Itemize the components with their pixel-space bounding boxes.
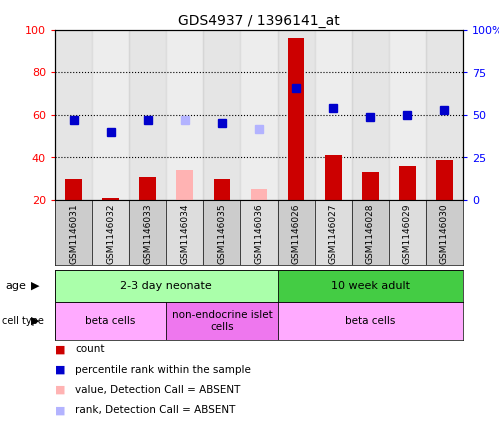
Bar bbox=[204, 200, 241, 265]
Bar bbox=[129, 30, 166, 200]
Bar bbox=[241, 200, 277, 265]
Text: GSM1146035: GSM1146035 bbox=[218, 203, 227, 264]
Bar bbox=[166, 30, 204, 200]
Text: GSM1146031: GSM1146031 bbox=[69, 203, 78, 264]
Text: GSM1146030: GSM1146030 bbox=[440, 203, 449, 264]
Text: GSM1146036: GSM1146036 bbox=[254, 203, 263, 264]
Text: 2-3 day neonate: 2-3 day neonate bbox=[120, 281, 212, 291]
Text: age: age bbox=[5, 281, 26, 291]
Text: ■: ■ bbox=[55, 365, 65, 374]
Bar bbox=[399, 166, 416, 200]
Bar bbox=[55, 270, 277, 302]
Bar bbox=[426, 30, 463, 200]
Bar bbox=[389, 30, 426, 200]
Bar bbox=[129, 200, 166, 265]
Text: GSM1146027: GSM1146027 bbox=[329, 203, 338, 264]
Bar bbox=[166, 302, 277, 340]
Bar bbox=[214, 179, 230, 200]
Bar bbox=[277, 302, 463, 340]
Text: rank, Detection Call = ABSENT: rank, Detection Call = ABSENT bbox=[75, 405, 236, 415]
Text: ■: ■ bbox=[55, 344, 65, 354]
Bar bbox=[177, 170, 193, 200]
Bar bbox=[389, 200, 426, 265]
Text: GSM1146029: GSM1146029 bbox=[403, 203, 412, 264]
Bar bbox=[92, 200, 129, 265]
Bar bbox=[315, 200, 352, 265]
Bar bbox=[325, 155, 341, 200]
Text: GSM1146034: GSM1146034 bbox=[180, 203, 189, 264]
Bar bbox=[92, 30, 129, 200]
Bar bbox=[277, 30, 315, 200]
Bar bbox=[426, 200, 463, 265]
Text: count: count bbox=[75, 344, 104, 354]
Text: cell type: cell type bbox=[2, 316, 44, 326]
Bar bbox=[55, 30, 92, 200]
Bar bbox=[352, 30, 389, 200]
Text: non-endocrine islet
cells: non-endocrine islet cells bbox=[172, 310, 272, 332]
Text: ■: ■ bbox=[55, 405, 65, 415]
Bar bbox=[362, 173, 379, 200]
Text: GSM1146033: GSM1146033 bbox=[143, 203, 152, 264]
Text: percentile rank within the sample: percentile rank within the sample bbox=[75, 365, 251, 374]
Bar bbox=[139, 177, 156, 200]
Bar bbox=[250, 190, 267, 200]
Bar bbox=[352, 200, 389, 265]
Bar bbox=[204, 30, 241, 200]
Text: value, Detection Call = ABSENT: value, Detection Call = ABSENT bbox=[75, 385, 241, 395]
Text: 10 week adult: 10 week adult bbox=[331, 281, 410, 291]
Text: GSM1146026: GSM1146026 bbox=[291, 203, 300, 264]
Bar bbox=[288, 38, 304, 200]
Bar bbox=[55, 200, 92, 265]
Bar bbox=[436, 159, 453, 200]
Bar bbox=[277, 270, 463, 302]
Bar bbox=[315, 30, 352, 200]
Text: GSM1146032: GSM1146032 bbox=[106, 203, 115, 264]
Bar bbox=[166, 200, 204, 265]
Bar bbox=[277, 200, 315, 265]
Text: ▶: ▶ bbox=[31, 281, 39, 291]
Text: ▶: ▶ bbox=[31, 316, 39, 326]
Bar bbox=[241, 30, 277, 200]
Text: beta cells: beta cells bbox=[85, 316, 136, 326]
Bar bbox=[102, 198, 119, 200]
Bar bbox=[55, 302, 166, 340]
Text: GSM1146028: GSM1146028 bbox=[366, 203, 375, 264]
Title: GDS4937 / 1396141_at: GDS4937 / 1396141_at bbox=[178, 14, 340, 27]
Bar bbox=[65, 179, 82, 200]
Text: ■: ■ bbox=[55, 385, 65, 395]
Text: beta cells: beta cells bbox=[345, 316, 396, 326]
